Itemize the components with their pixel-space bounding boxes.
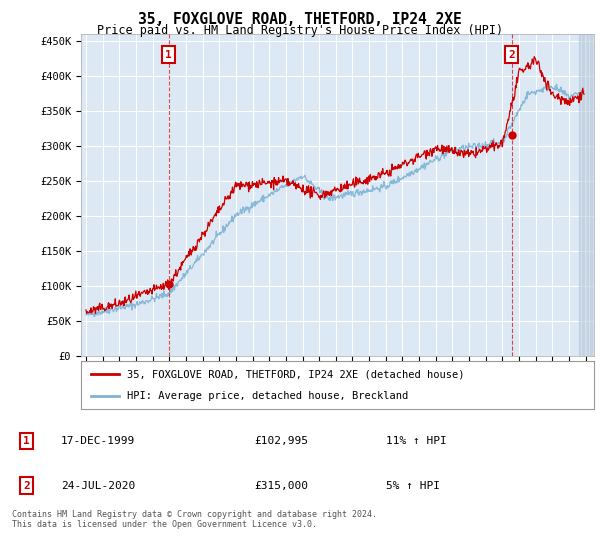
Text: 1: 1 <box>23 436 30 446</box>
Text: £315,000: £315,000 <box>254 481 308 491</box>
Text: 2: 2 <box>508 50 515 59</box>
Text: 24-JUL-2020: 24-JUL-2020 <box>61 481 135 491</box>
Text: Contains HM Land Registry data © Crown copyright and database right 2024.
This d: Contains HM Land Registry data © Crown c… <box>12 510 377 529</box>
Text: HPI: Average price, detached house, Breckland: HPI: Average price, detached house, Brec… <box>127 391 409 401</box>
Text: 35, FOXGLOVE ROAD, THETFORD, IP24 2XE: 35, FOXGLOVE ROAD, THETFORD, IP24 2XE <box>138 12 462 27</box>
Text: 17-DEC-1999: 17-DEC-1999 <box>61 436 135 446</box>
Text: Price paid vs. HM Land Registry's House Price Index (HPI): Price paid vs. HM Land Registry's House … <box>97 24 503 37</box>
Text: 1: 1 <box>165 50 172 59</box>
Text: 5% ↑ HPI: 5% ↑ HPI <box>386 481 440 491</box>
Text: £102,995: £102,995 <box>254 436 308 446</box>
Text: 11% ↑ HPI: 11% ↑ HPI <box>386 436 447 446</box>
Text: 2: 2 <box>23 481 30 491</box>
Bar <box>579 34 594 356</box>
Text: 35, FOXGLOVE ROAD, THETFORD, IP24 2XE (detached house): 35, FOXGLOVE ROAD, THETFORD, IP24 2XE (d… <box>127 369 464 379</box>
